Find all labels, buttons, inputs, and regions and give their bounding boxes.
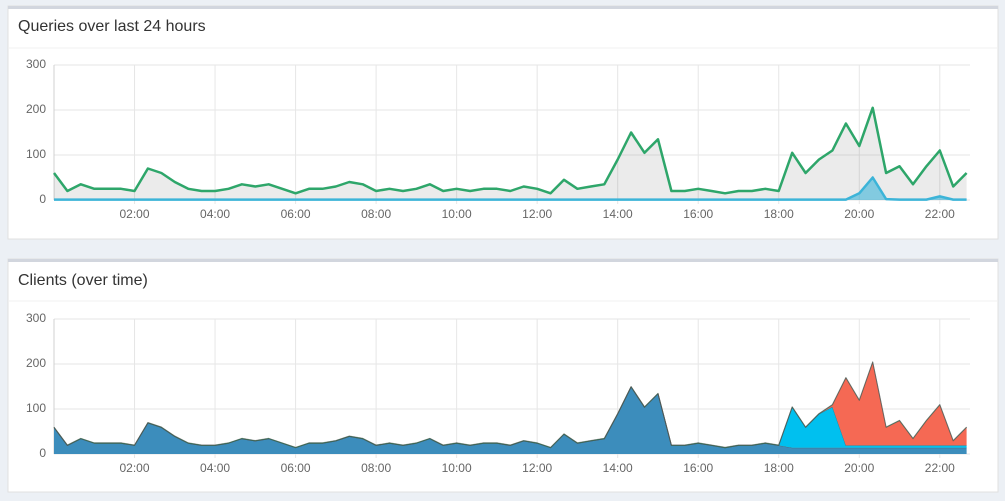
line [54, 176, 967, 201]
x-tick-label: 14:00 [603, 461, 633, 475]
panel [7, 5, 999, 240]
area [54, 177, 967, 200]
x-tick-label: 16:00 [683, 461, 713, 475]
x-tick-label: 02:00 [120, 207, 150, 221]
x-tick-label: 18:00 [764, 461, 794, 475]
y-tick-label: 0 [39, 446, 46, 460]
x-tick-label: 04:00 [200, 207, 230, 221]
x-tick-label: 08:00 [361, 207, 391, 221]
x-tick-label: 06:00 [281, 461, 311, 475]
x-tick-label: 10:00 [442, 207, 472, 221]
y-tick-label: 100 [26, 147, 46, 161]
x-tick-label: 02:00 [120, 461, 150, 475]
y-tick-label: 100 [26, 401, 46, 415]
area [54, 362, 967, 448]
x-tick-label: 06:00 [281, 207, 311, 221]
y-tick-label: 300 [26, 311, 46, 325]
line [53, 361, 967, 448]
y-tick-label: 200 [26, 356, 46, 370]
y-tick-label: 300 [26, 57, 46, 71]
x-tick-label: 20:00 [844, 461, 874, 475]
y-tick-label: 0 [39, 192, 46, 206]
panel-top-border [8, 6, 998, 9]
line [52, 106, 968, 195]
panel [7, 258, 999, 493]
y-tick-label: 200 [26, 102, 46, 116]
x-tick-label: 04:00 [200, 461, 230, 475]
x-tick-label: 08:00 [361, 461, 391, 475]
panel-title: Queries over last 24 hours [18, 18, 206, 35]
x-tick-label: 18:00 [764, 207, 794, 221]
x-tick-label: 16:00 [683, 207, 713, 221]
x-tick-label: 22:00 [925, 461, 955, 475]
panel-top-border [8, 259, 998, 262]
x-tick-label: 14:00 [603, 207, 633, 221]
x-tick-label: 12:00 [522, 207, 552, 221]
x-tick-label: 22:00 [925, 207, 955, 221]
x-tick-label: 12:00 [522, 461, 552, 475]
panel-title: Clients (over time) [18, 272, 148, 289]
x-tick-label: 10:00 [442, 461, 472, 475]
area [54, 386, 967, 454]
x-tick-label: 20:00 [844, 207, 874, 221]
